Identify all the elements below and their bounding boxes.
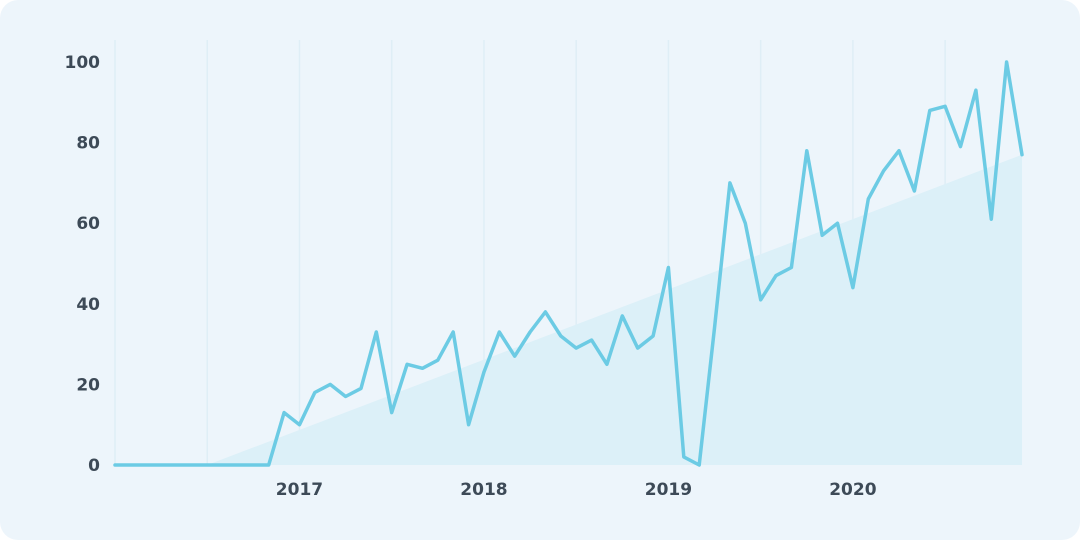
x-tick-label: 2017 [276,480,323,500]
y-tick-label: 40 [76,295,100,315]
x-tick-label: 2020 [829,480,876,500]
y-tick-label: 20 [76,375,100,395]
series-line [113,60,1024,467]
x-tick-label: 2019 [645,480,692,500]
trend-area [207,154,1022,465]
y-tick-label: 60 [76,214,100,234]
x-tick-label: 2018 [460,480,507,500]
y-tick-label: 100 [65,53,101,73]
y-tick-label: 80 [76,134,100,154]
y-tick-label: 0 [88,456,100,476]
